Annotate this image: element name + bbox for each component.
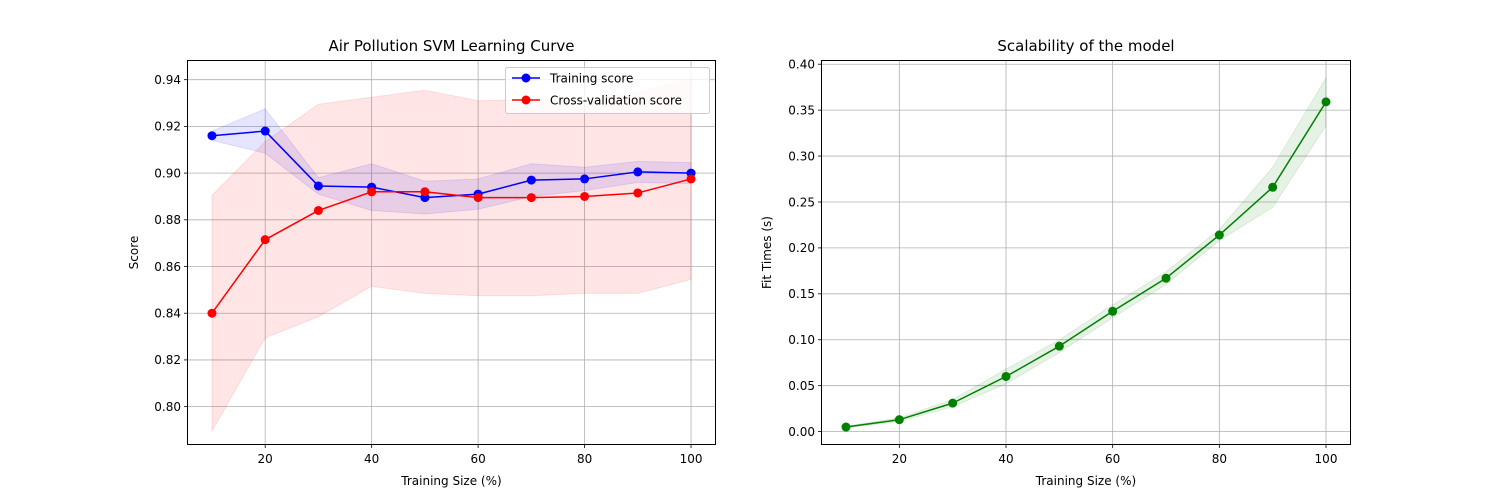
scalability-series-0-point: [841, 422, 851, 432]
learning-curve-x-tick-label: 40: [364, 452, 379, 466]
scalability-lines: [845, 101, 1327, 428]
learning-curve-x-tick-label: 20: [258, 452, 273, 466]
learning-curve-plot-frame: [187, 60, 716, 445]
learning-curve-training-score-point: [526, 175, 536, 185]
scalability-y-tick-label: 0.05: [788, 379, 815, 393]
learning-curve-training-score-point: [207, 131, 217, 141]
learning-curve-cross-validation-score-line: [211, 178, 692, 314]
scalability-series-0-point: [894, 415, 904, 425]
learning-curve-x-tick-label: 60: [470, 452, 485, 466]
learning-curve-chart: 20 40 60 80 100 0.80 0.82 0.84 0.86 0.88 0.90 0.92 0…: [127, 37, 716, 488]
learning-curve-cross-validation-score-band: [211, 77, 692, 434]
scalability-y-tick-label: 0.00: [788, 425, 815, 439]
scalability-x-axis-label: Training Size (%): [1035, 474, 1136, 488]
learning-curve-cross-validation-score-point: [420, 187, 430, 197]
legend-training-marker: [521, 73, 531, 83]
learning-curve-title: Air Pollution SVM Learning Curve: [328, 37, 574, 55]
scalability-y-tick-label: 0.30: [788, 149, 815, 163]
learning-curve-training-score-point: [580, 174, 590, 184]
scalability-series-0-point: [1054, 341, 1064, 351]
learning-curve-cross-validation-score-point: [473, 193, 483, 203]
learning-curve-legend: Training score Cross-validation score: [505, 67, 710, 114]
learning-curve-training-score-line: [211, 130, 692, 199]
learning-curve-training-score-band: [211, 108, 692, 215]
learning-curve-cross-validation-score-point: [580, 191, 590, 201]
learning-curve-cross-validation-score-point: [367, 187, 377, 197]
legend-box: [505, 67, 710, 114]
scalability-y-tick-label: 0.10: [788, 333, 815, 347]
learning-curve-cross-validation-score-point: [526, 193, 536, 203]
scalability-y-axis-label: Fit Times (s): [760, 216, 774, 289]
learning-curve-training-score-point: [633, 167, 643, 177]
learning-curve-training-score-point: [313, 181, 323, 191]
scalability-y-tick-label: 0.25: [788, 195, 815, 209]
scalability-series-0-point: [1161, 273, 1171, 283]
scalability-chart: 20 40 60 80 100 0.00 0.05 0.10 0.15 0.20 0.25 0.30 0…: [760, 37, 1351, 488]
scalability-x-tick-label: 80: [1212, 452, 1227, 466]
learning-curve-y-axis-label: Score: [127, 236, 141, 270]
scalability-series-0-point: [1268, 182, 1278, 192]
learning-curve-cross-validation-score-point: [207, 308, 217, 318]
legend-cv-label: Cross-validation score: [550, 94, 682, 108]
learning-curve-cross-validation-score-point: [633, 188, 643, 198]
scalability-x-tick-label: 100: [1315, 452, 1338, 466]
scalability-series-0-point: [1214, 230, 1224, 240]
learning-curve-x-axis-label: Training Size (%): [400, 474, 501, 488]
learning-curve-y-tick-label: 0.88: [154, 213, 181, 227]
scalability-series-0-point: [1001, 371, 1011, 381]
learning-curve-ticks: 20 40 60 80 100 0.80 0.82 0.84 0.86 0.88 0.90 0.92 0…: [154, 73, 702, 466]
scalability-series-0-point: [1321, 97, 1331, 107]
scalability-ticks: 20 40 60 80 100 0.00 0.05 0.10 0.15 0.20 0.25 0.30 0…: [788, 58, 1337, 466]
learning-curve-lines: [211, 130, 692, 314]
scalability-bands: [845, 76, 1327, 429]
learning-curve-y-tick-label: 0.84: [154, 307, 181, 321]
scalability-series-0-point: [948, 398, 958, 408]
learning-curve-y-tick-label: 0.86: [154, 260, 181, 274]
scalability-y-tick-label: 0.15: [788, 287, 815, 301]
scalability-y-tick-label: 0.20: [788, 241, 815, 255]
learning-curve-y-tick-label: 0.90: [154, 166, 181, 180]
scalability-title: Scalability of the model: [997, 37, 1174, 55]
scalability-points: [841, 97, 1331, 432]
learning-curve-cross-validation-score-point: [686, 174, 696, 184]
learning-curve-training-score-point: [260, 126, 270, 136]
learning-curve-cross-validation-score-point: [313, 205, 323, 215]
legend-cv-marker: [521, 95, 531, 105]
scalability-series-0-point: [1108, 306, 1118, 316]
learning-curve-y-tick-label: 0.92: [154, 120, 181, 134]
scalability-x-tick-label: 20: [892, 452, 907, 466]
learning-curve-x-tick-label: 100: [680, 452, 703, 466]
scalability-y-tick-label: 0.40: [788, 58, 815, 72]
learning-curve-y-tick-label: 0.82: [154, 353, 181, 367]
learning-curve-y-tick-label: 0.94: [154, 73, 181, 87]
learning-curve-x-tick-label: 80: [577, 452, 592, 466]
scalability-plot-frame: [821, 60, 1351, 445]
legend-training-label: Training score: [549, 72, 633, 86]
scalability-series-0-line: [845, 101, 1327, 428]
learning-curve-bands: [211, 77, 692, 434]
learning-curve-points: [207, 126, 696, 318]
learning-curve-y-tick-label: 0.80: [154, 400, 181, 414]
scalability-series-0-band: [845, 76, 1327, 429]
learning-curve-cross-validation-score-point: [260, 235, 270, 245]
scalability-y-tick-label: 0.35: [788, 103, 815, 117]
scalability-x-tick-label: 40: [998, 452, 1013, 466]
scalability-x-tick-label: 60: [1105, 452, 1120, 466]
